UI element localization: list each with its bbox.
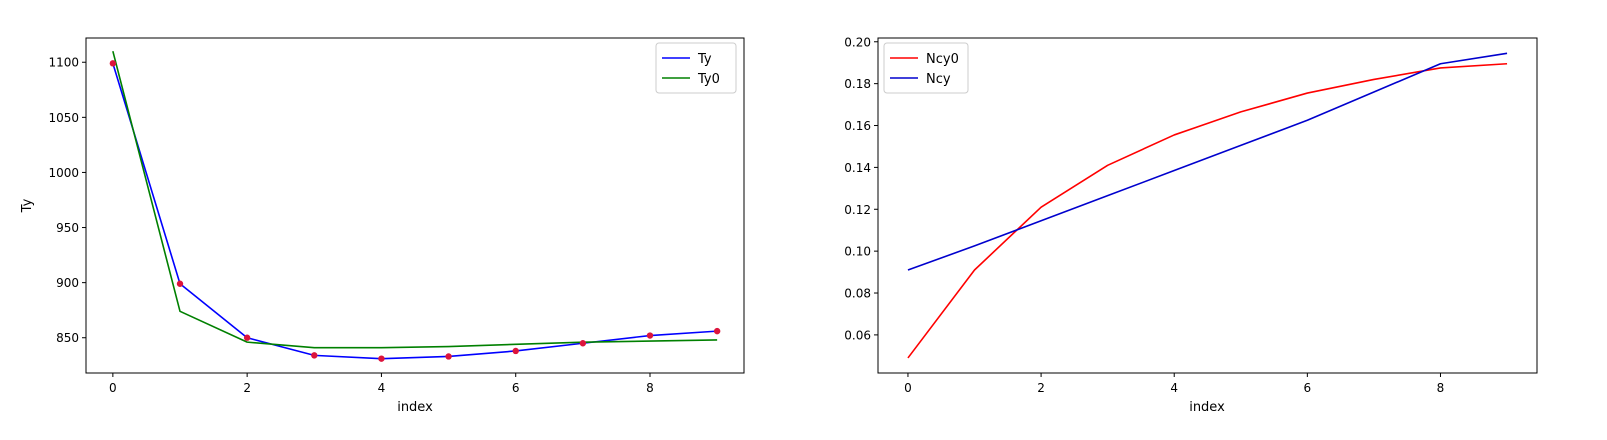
ty-chart-ytick-label: 1050 — [48, 111, 79, 125]
ty-chart-series-ty-line — [112, 63, 718, 360]
ncy-chart-series-ncy0-line — [907, 62, 1508, 359]
ty-chart-scatter-point — [243, 334, 251, 341]
ty-chart-xtick-label: 6 — [512, 381, 520, 395]
ncy-chart-xlabel: index — [1189, 400, 1225, 415]
ty-chart-legend: Ty Ty0 — [655, 42, 737, 94]
ty-chart-scatter-point — [311, 352, 318, 359]
ty-chart-series-ty0-line — [112, 51, 718, 349]
ncy-chart-legend: Ncy0 Ncy — [883, 42, 969, 94]
ncy-chart-frame — [877, 37, 1538, 374]
ncy-chart-ytick-label: 0.06 — [844, 328, 871, 342]
ty-chart-ytick-label: 950 — [56, 221, 79, 235]
ncy-chart-legend-label: Ncy0 — [926, 52, 959, 67]
ty-chart-ytick-label: 1100 — [48, 56, 79, 70]
ty-chart-xtick-label: 4 — [378, 381, 386, 395]
ty-chart-scatter-point — [445, 353, 452, 360]
ncy-chart-series-ncy-line — [907, 52, 1508, 271]
ty-chart-xlabel: index — [397, 400, 433, 415]
ty-chart-scatter-point — [378, 355, 385, 362]
ncy-chart-legend-frame — [883, 42, 969, 94]
ncy-chart-ytick-label: 0.16 — [844, 119, 871, 133]
ty-chart-legend-frame — [655, 42, 737, 94]
ty-chart-scatter-point — [646, 332, 654, 339]
ty-chart-scatter-point — [579, 340, 587, 347]
ncy-chart: 0 2 4 6 8 0.06 0.08 0.10 0.12 0.14 0.16 0.18 0.20 in… — [844, 35, 1538, 415]
ncy-chart-xtick-label: 2 — [1037, 381, 1045, 395]
ncy-chart-ytick-label: 0.14 — [844, 161, 871, 175]
ncy-chart-ytick-label: 0.08 — [844, 287, 871, 301]
ty-chart-legend-label: Ty — [697, 52, 712, 67]
ty-chart-scatter-point — [713, 327, 721, 335]
ty-chart-xtick-label: 8 — [646, 381, 654, 395]
ncy-chart-xtick-label: 4 — [1170, 381, 1178, 395]
ty-chart-scatter-point — [109, 60, 117, 67]
ncy-chart-ytick-label: 0.20 — [844, 35, 871, 49]
ty-chart-scatter-point — [176, 280, 184, 287]
ncy-chart-xtick-label: 6 — [1304, 381, 1312, 395]
ncy-chart-xtick-label: 0 — [904, 381, 912, 395]
ncy-chart-ytick-label: 0.12 — [844, 203, 871, 217]
ty-chart-ytick-label: 900 — [56, 276, 79, 290]
ty-chart-ytick-label: 1000 — [48, 166, 79, 180]
ncy-chart-xtick-label: 8 — [1437, 381, 1445, 395]
ty-chart-legend-label: Ty0 — [697, 72, 720, 87]
ncy-chart-legend-label: Ncy — [926, 72, 951, 87]
ncy-chart-ytick-label: 0.18 — [844, 77, 871, 91]
ty-chart-frame — [85, 37, 745, 374]
ty-chart-xtick-label: 0 — [109, 381, 117, 395]
ty-chart-ylabel: Ty — [20, 198, 35, 213]
ncy-chart-ytick-label: 0.10 — [844, 245, 871, 259]
ty-chart-xtick-label: 2 — [243, 381, 251, 395]
ty-chart-ytick-label: 850 — [56, 331, 79, 345]
ty-chart-scatter-point — [512, 347, 519, 355]
